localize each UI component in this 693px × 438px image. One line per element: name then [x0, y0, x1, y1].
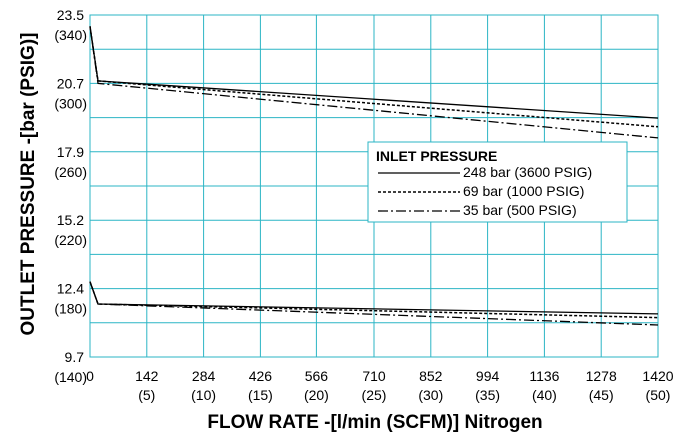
x-tick-sublabel: (45) [589, 387, 614, 403]
y-tick-sublabel: (140) [54, 369, 87, 385]
legend-label: 248 bar (3600 PSIG) [463, 164, 592, 180]
legend-entries: 248 bar (3600 PSIG) 69 bar (1000 PSIG) 35 … [378, 164, 592, 218]
x-tick-label: 852 [419, 368, 443, 384]
x-tick-label: 426 [249, 368, 273, 384]
x-tick-sublabel: (20) [304, 387, 329, 403]
x-axis-title: FLOW RATE -[l/min (SCFM)] Nitrogen [207, 412, 542, 433]
y-tick-label: 20.7 [57, 75, 84, 91]
plot-frame [89, 14, 659, 358]
series-line-upper-dashdot [89, 26, 659, 139]
y-tick-labels: 23.5 (340) 20.7 (300) 17.9 (260) 15.2 (220) 12.4… [54, 7, 87, 385]
x-tick-sublabel: (30) [418, 387, 443, 403]
x-tick-label: 0 [86, 368, 94, 384]
y-tick-sublabel: (340) [54, 27, 87, 43]
x-tick-label: 1278 [586, 368, 617, 384]
legend: INLET PRESSURE 248 bar (3600 PSIG) 69 bar… [367, 141, 628, 223]
x-tick-label: 566 [305, 368, 329, 384]
y-tick-label: 15.2 [57, 212, 84, 228]
x-tick-label: 994 [476, 368, 500, 384]
y-tick-label: 12.4 [57, 281, 84, 297]
x-tick-sublabel: (25) [362, 387, 387, 403]
legend-label: 35 bar (500 PSIG) [463, 202, 577, 218]
y-tick-label: 9.7 [65, 349, 85, 365]
y-tick-label: 17.9 [57, 144, 84, 160]
x-tick-labels: 0 142 (5) 284 (10) 426 (15) 566 (20) 710 (25) 852 (3… [86, 368, 674, 403]
legend-label: 69 bar (1000 PSIG) [463, 183, 584, 199]
series-line-lower-dashdot [89, 281, 659, 326]
y-tick-label: 23.5 [57, 7, 84, 23]
x-tick-sublabel: (15) [248, 387, 273, 403]
y-tick-sublabel: (220) [54, 232, 87, 248]
x-tick-sublabel: (50) [646, 387, 671, 403]
series-lines [89, 26, 659, 326]
legend-box [367, 141, 628, 223]
x-tick-sublabel: (5) [138, 387, 155, 403]
x-tick-label: 1136 [529, 368, 559, 384]
legend-title: INLET PRESSURE [376, 148, 497, 164]
y-tick-sublabel: (180) [54, 301, 87, 317]
x-tick-sublabel: (10) [191, 387, 216, 403]
x-tick-label: 1420 [642, 368, 673, 384]
x-tick-label: 710 [362, 368, 386, 384]
x-tick-label: 284 [192, 368, 216, 384]
x-tick-sublabel: (35) [475, 387, 500, 403]
x-tick-sublabel: (40) [532, 387, 557, 403]
y-tick-sublabel: (300) [54, 95, 87, 111]
y-tick-sublabel: (260) [54, 164, 87, 180]
x-tick-label: 142 [135, 368, 159, 384]
y-axis-title: OUTLET PRESSURE -[bar (PSIG)] [18, 33, 39, 336]
